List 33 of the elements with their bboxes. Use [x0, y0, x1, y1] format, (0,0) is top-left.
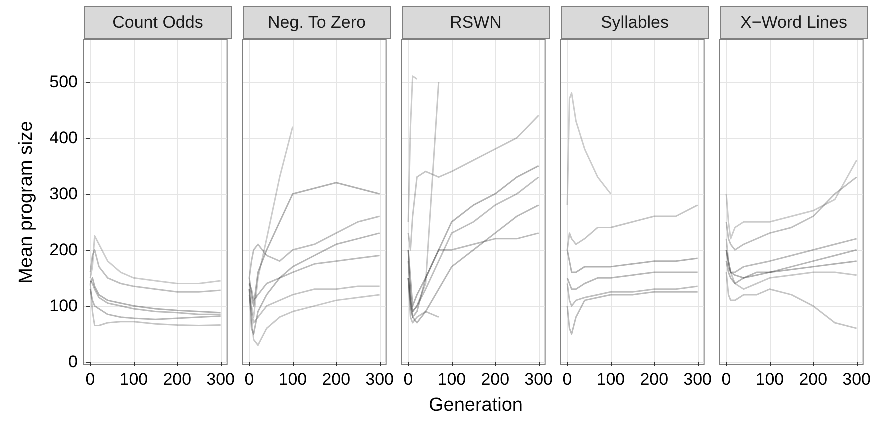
x-tick-label: 300 — [842, 370, 872, 389]
x-tick-label: 300 — [366, 370, 394, 389]
x-tick-label: 200 — [799, 370, 828, 389]
x-tick-label: 100 — [278, 370, 308, 389]
x-tick-label: 0 — [722, 370, 732, 389]
y-tick-label: 500 — [50, 72, 78, 92]
x-tick-label: 200 — [640, 370, 669, 389]
x-tick-label: 0 — [86, 370, 96, 389]
x-tick-label: 300 — [524, 370, 554, 389]
x-tick-label: 100 — [438, 370, 466, 389]
x-tick-label: 200 — [163, 370, 192, 389]
x-tick-label: 0 — [562, 370, 572, 389]
x-tick-label: 300 — [684, 370, 712, 389]
chart-title: Syllables — [561, 6, 709, 39]
chart-title: X−Word Lines — [720, 6, 868, 39]
x-tick-label: 100 — [596, 370, 626, 389]
y-tick-label: 100 — [50, 296, 78, 316]
x-tick-label: 0 — [244, 370, 254, 389]
y-axis-title: Mean program size — [16, 121, 37, 284]
y-tick-label: 400 — [50, 128, 78, 148]
x-tick-label: 200 — [322, 370, 351, 389]
x-tick-label: 100 — [756, 370, 784, 389]
x-tick-label: 0 — [404, 370, 414, 389]
chart-title: Count Odds — [84, 6, 232, 39]
y-tick-label: 300 — [50, 184, 78, 204]
y-tick-label: 200 — [50, 240, 78, 260]
x-tick-label: 200 — [481, 370, 510, 389]
chart-title: Neg. To Zero — [243, 6, 391, 39]
y-tick-label: 0 — [68, 352, 78, 372]
chart-title: RSWN — [402, 6, 550, 39]
x-axis-title: Generation — [428, 395, 524, 417]
x-tick-label: 300 — [206, 370, 236, 389]
x-tick-label: 100 — [120, 370, 148, 389]
